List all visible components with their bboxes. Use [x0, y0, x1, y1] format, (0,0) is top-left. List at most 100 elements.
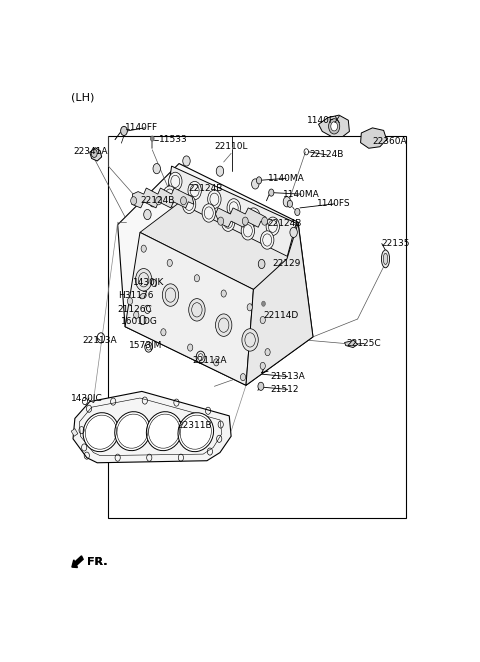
- Circle shape: [262, 301, 265, 307]
- Ellipse shape: [382, 250, 390, 268]
- Circle shape: [208, 190, 221, 209]
- Circle shape: [162, 284, 179, 307]
- Text: 21512: 21512: [270, 385, 299, 394]
- Circle shape: [221, 213, 235, 231]
- Circle shape: [91, 149, 97, 158]
- Circle shape: [131, 197, 137, 205]
- Ellipse shape: [115, 412, 150, 451]
- Circle shape: [240, 373, 246, 381]
- Ellipse shape: [146, 412, 182, 451]
- Circle shape: [156, 197, 162, 205]
- Circle shape: [214, 359, 219, 366]
- Circle shape: [161, 329, 166, 336]
- Polygon shape: [246, 223, 313, 385]
- Text: 1140FF: 1140FF: [125, 123, 158, 132]
- Circle shape: [290, 227, 297, 238]
- Ellipse shape: [140, 293, 146, 299]
- Text: 22129: 22129: [272, 260, 300, 269]
- Circle shape: [188, 344, 193, 351]
- Circle shape: [218, 217, 224, 225]
- Circle shape: [120, 126, 127, 136]
- Text: 22135: 22135: [382, 239, 410, 248]
- Text: 22113A: 22113A: [83, 336, 117, 345]
- Circle shape: [265, 349, 270, 355]
- Text: 1140FS: 1140FS: [317, 199, 350, 209]
- Text: 22124B: 22124B: [188, 183, 223, 193]
- Circle shape: [135, 269, 152, 291]
- Text: 21513A: 21513A: [270, 372, 305, 381]
- Circle shape: [283, 197, 290, 207]
- Text: 22125C: 22125C: [347, 339, 381, 348]
- Text: FR.: FR.: [87, 557, 108, 567]
- Circle shape: [149, 197, 156, 207]
- Text: 1140MA: 1140MA: [268, 174, 305, 183]
- Circle shape: [242, 329, 258, 351]
- Polygon shape: [90, 148, 102, 161]
- Text: 22311B: 22311B: [177, 420, 212, 430]
- Circle shape: [150, 136, 154, 141]
- Circle shape: [216, 166, 224, 176]
- Circle shape: [167, 260, 172, 267]
- Circle shape: [247, 208, 260, 226]
- Polygon shape: [71, 428, 78, 436]
- Circle shape: [216, 314, 232, 336]
- Polygon shape: [73, 391, 231, 463]
- Circle shape: [202, 204, 216, 222]
- Text: FR.: FR.: [87, 557, 108, 567]
- Circle shape: [260, 316, 265, 324]
- Text: H31176: H31176: [118, 291, 153, 300]
- Text: 11533: 11533: [158, 135, 187, 144]
- Text: 22124B: 22124B: [309, 150, 344, 160]
- Circle shape: [331, 122, 337, 131]
- Circle shape: [127, 298, 132, 305]
- Ellipse shape: [383, 254, 388, 265]
- Polygon shape: [166, 166, 296, 258]
- Circle shape: [189, 299, 205, 321]
- Circle shape: [256, 177, 262, 184]
- Text: 22112A: 22112A: [192, 356, 227, 365]
- Circle shape: [269, 189, 274, 196]
- Text: 1140MA: 1140MA: [283, 189, 320, 199]
- Text: 1573JM: 1573JM: [129, 340, 162, 350]
- Text: 22124B: 22124B: [140, 196, 174, 205]
- Polygon shape: [216, 208, 267, 227]
- Circle shape: [188, 181, 202, 200]
- Circle shape: [258, 260, 265, 269]
- Circle shape: [329, 118, 340, 134]
- Circle shape: [288, 200, 292, 207]
- Polygon shape: [345, 340, 358, 348]
- Circle shape: [153, 164, 160, 173]
- Polygon shape: [125, 232, 253, 385]
- Polygon shape: [132, 188, 194, 208]
- Circle shape: [221, 290, 226, 297]
- Circle shape: [183, 156, 190, 166]
- Text: 21126C: 21126C: [118, 305, 153, 314]
- Text: 22114D: 22114D: [264, 311, 299, 320]
- Circle shape: [252, 179, 259, 189]
- Bar: [108, 136, 406, 518]
- Polygon shape: [360, 128, 386, 148]
- Circle shape: [144, 209, 151, 220]
- Circle shape: [262, 217, 267, 225]
- Circle shape: [227, 199, 240, 217]
- Circle shape: [258, 382, 264, 391]
- Text: 1601DG: 1601DG: [121, 317, 158, 326]
- Circle shape: [241, 222, 254, 240]
- Circle shape: [242, 217, 248, 225]
- Circle shape: [133, 311, 139, 318]
- Circle shape: [194, 275, 200, 282]
- Polygon shape: [118, 164, 313, 385]
- Text: 22360A: 22360A: [372, 137, 407, 146]
- Polygon shape: [319, 115, 349, 136]
- Text: 22341A: 22341A: [73, 148, 108, 156]
- Circle shape: [266, 217, 279, 236]
- Text: (LH): (LH): [71, 92, 95, 103]
- Circle shape: [182, 195, 196, 214]
- Circle shape: [180, 197, 186, 205]
- Circle shape: [247, 304, 252, 311]
- Text: 22110L: 22110L: [215, 142, 248, 151]
- Polygon shape: [140, 203, 292, 289]
- Circle shape: [168, 172, 182, 191]
- Circle shape: [260, 362, 265, 369]
- Ellipse shape: [178, 412, 214, 451]
